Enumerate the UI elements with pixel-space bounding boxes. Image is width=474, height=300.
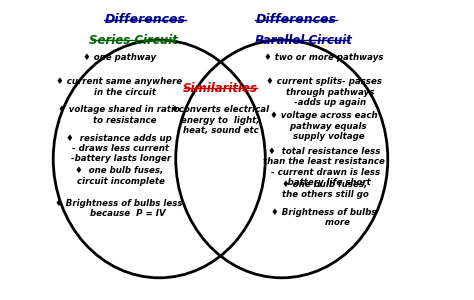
Text: Series Circuit: Series Circuit [89, 34, 178, 47]
Text: ♦ Brightness of bulbs less
      because  P = IV: ♦ Brightness of bulbs less because P = I… [55, 199, 183, 218]
Text: ♦  total resistance less
than the least resistance
 - current drawn is less
  -b: ♦ total resistance less than the least r… [263, 147, 385, 187]
Text: ♦  one bulb fuses,
 circuit incomplete: ♦ one bulb fuses, circuit incomplete [74, 166, 164, 186]
Text: ♦ one bulb fuses,
 the others still go: ♦ one bulb fuses, the others still go [279, 180, 369, 199]
Text: ♦ two or more pathways: ♦ two or more pathways [264, 53, 384, 62]
Text: ♦ voltage across each
   pathway equals
   supply voltage: ♦ voltage across each pathway equals sup… [270, 111, 378, 141]
Text: Similarities: Similarities [183, 82, 258, 94]
Text: ♦ Brightness of bulbs
         more: ♦ Brightness of bulbs more [272, 208, 377, 227]
Text: Differences: Differences [255, 13, 337, 26]
Text: Differences: Differences [105, 13, 186, 26]
Text: ♦  resistance adds up
 - draws less current
 -battery lasts longer: ♦ resistance adds up - draws less curren… [66, 134, 172, 164]
Text: Parallel Circuit: Parallel Circuit [255, 34, 351, 47]
Text: ♦converts electrical
energy to  light,
heat, sound etc: ♦converts electrical energy to light, he… [172, 105, 270, 135]
Text: ♦ voltage shared in ratio
    to resistance: ♦ voltage shared in ratio to resistance [58, 105, 180, 125]
Text: ♦ current same anywhere
    in the circuit: ♦ current same anywhere in the circuit [56, 77, 182, 97]
Text: ♦ one pathway: ♦ one pathway [82, 53, 156, 62]
Text: ♦ current splits- passes
    through pathways
    -adds up again: ♦ current splits- passes through pathway… [266, 77, 382, 107]
